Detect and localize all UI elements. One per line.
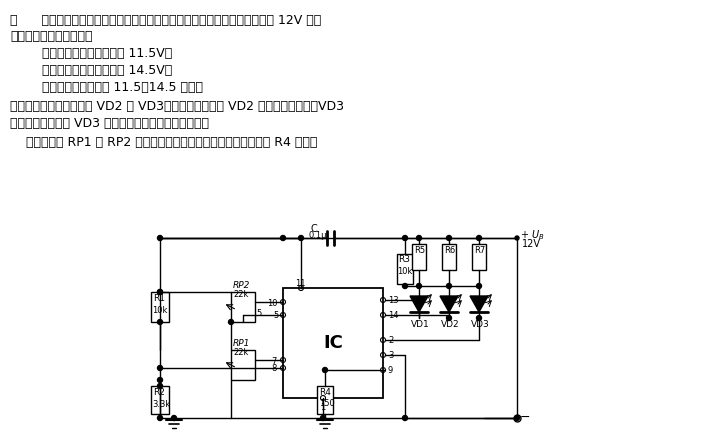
Text: 11: 11 [295,279,306,288]
Circle shape [158,366,163,370]
Text: R4: R4 [319,388,331,397]
Text: R1: R1 [153,294,165,303]
Bar [151,292,169,322]
Text: 10k: 10k [152,306,168,315]
Text: R7: R7 [474,246,485,255]
Text: R3: R3 [398,255,410,264]
Bar [151,386,169,414]
Text: −: − [520,411,531,423]
Bar [317,386,333,414]
Circle shape [299,236,304,240]
Text: R2: R2 [153,388,165,397]
Text: 10k: 10k [397,267,412,276]
Bar [231,350,255,380]
Circle shape [158,290,163,294]
Text: 3.3k: 3.3k [152,400,170,409]
Circle shape [158,415,163,420]
Text: 5: 5 [256,309,261,318]
Polygon shape [470,296,488,312]
Circle shape [158,384,163,389]
Circle shape [403,236,408,240]
Text: 利用电位器 RP1 和 RP2 可以调节下限、上限值。滞环宽度由电阻 R4 确定。: 利用电位器 RP1 和 RP2 可以调节下限、上限值。滞环宽度由电阻 R4 确定… [10,136,317,149]
Text: 5: 5 [273,311,278,320]
Text: C: C [311,224,317,234]
Circle shape [322,367,328,373]
Circle shape [281,236,286,240]
Circle shape [476,316,482,320]
Circle shape [476,236,482,240]
Text: 图      电路将电池电压作为被监控量，因而可以监视蓄电池的充电状态。对于 12V 铅蓄: 图 电路将电池电压作为被监控量，因而可以监视蓄电池的充电状态。对于 12V 铅蓄 [10,14,321,27]
Text: 3: 3 [388,351,393,360]
Circle shape [515,236,519,240]
Circle shape [515,415,520,420]
Circle shape [158,377,163,382]
Circle shape [320,415,325,420]
Text: IC: IC [323,334,343,352]
Text: 7: 7 [271,357,276,366]
Circle shape [416,283,422,289]
Text: R5: R5 [414,246,425,255]
Text: 22k: 22k [233,290,249,299]
Text: RP2: RP2 [233,281,250,290]
Bar [472,244,486,270]
Circle shape [416,236,422,240]
Text: 150: 150 [319,399,335,408]
Circle shape [171,415,176,420]
Polygon shape [410,296,428,312]
Text: VD3: VD3 [471,320,489,329]
Text: 2: 2 [388,336,393,345]
Bar [283,288,383,398]
Text: 12V: 12V [522,239,541,249]
Circle shape [158,320,163,324]
Circle shape [158,236,163,240]
Text: 亮）。只有当绿色 VD3 亮时才表示该蓄电池电压正常。: 亮）。只有当绿色 VD3 亮时才表示该蓄电池电压正常。 [10,117,209,130]
Text: R6: R6 [444,246,455,255]
Text: 蓄电池过充电；电压大于 14.5V；: 蓄电池过充电；电压大于 14.5V； [42,64,172,77]
Circle shape [158,290,163,294]
Text: 1: 1 [320,403,325,412]
Bar [442,244,456,270]
Bar [412,244,426,270]
Text: VD2: VD2 [441,320,460,329]
Text: 14: 14 [388,311,398,320]
Circle shape [476,283,482,289]
Text: 电池可能出现下列情况：: 电池可能出现下列情况： [10,30,93,43]
Bar [231,292,255,322]
Circle shape [447,236,451,240]
Bar [397,254,413,284]
Text: 9: 9 [388,366,393,375]
Circle shape [228,320,234,324]
Circle shape [403,415,408,420]
Text: VD1: VD1 [411,320,429,329]
Circle shape [447,283,451,289]
Text: 22k: 22k [233,348,249,357]
Text: + $U_B$: + $U_B$ [520,228,544,242]
Polygon shape [440,296,458,312]
Text: 8: 8 [271,364,276,373]
Text: 0.1μ: 0.1μ [309,231,328,240]
Text: RP1: RP1 [233,339,250,348]
Text: 该电路中通过分开的红色 VD2 和 VD3，可指示放电状态 VD2 亮和过充电状态（VD3: 该电路中通过分开的红色 VD2 和 VD3，可指示放电状态 VD2 亮和过充电状… [10,100,344,113]
Text: 蓄电池电不足；电压小于 11.5V；: 蓄电池电不足；电压小于 11.5V； [42,47,172,60]
Circle shape [447,316,451,320]
Text: 13: 13 [388,296,398,305]
Text: 10: 10 [267,299,278,308]
Circle shape [403,283,408,289]
Text: 蓄电池正常；电压在 11.5～14.5 之间。: 蓄电池正常；电压在 11.5～14.5 之间。 [42,81,203,94]
